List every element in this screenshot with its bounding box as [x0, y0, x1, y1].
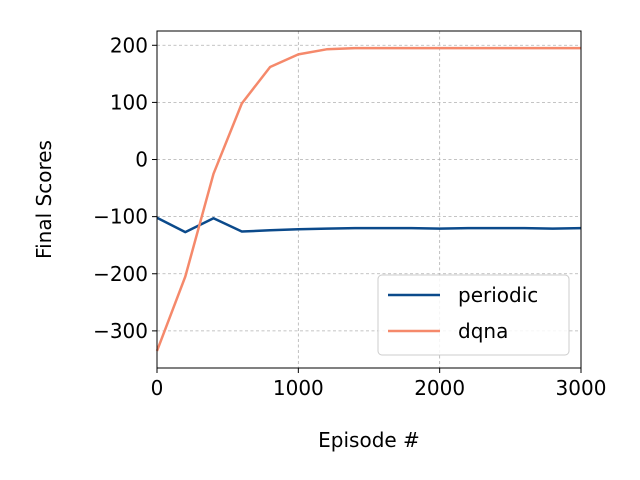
y-axis-ticks: −300 −200 −100 0 100 200 [93, 33, 157, 343]
x-tick-label: 2000 [414, 376, 465, 400]
y-tick-label: 200 [110, 33, 148, 57]
series-lines [155, 46, 582, 352]
x-tick-label: 3000 [556, 376, 607, 400]
y-tick-label: −100 [93, 205, 148, 229]
y-axis-label: Final Scores [32, 140, 56, 259]
series-line-dqna [155, 46, 581, 352]
y-tick-label: 100 [110, 90, 148, 114]
series-line-periodic [156, 216, 582, 234]
legend-label-dqna: dqna [458, 319, 508, 343]
legend-label-periodic: periodic [458, 283, 538, 307]
x-axis-ticks: 0 1000 2000 3000 [151, 368, 607, 400]
y-tick-label: −200 [93, 262, 148, 286]
x-tick-label: 1000 [273, 376, 324, 400]
y-tick-label: 0 [135, 148, 148, 172]
legend: periodic dqna [377, 274, 570, 356]
x-axis-label: Episode # [318, 428, 420, 452]
y-tick-label: −300 [93, 319, 148, 343]
x-tick-label: 0 [151, 376, 164, 400]
plot-area-frame [156, 30, 582, 369]
